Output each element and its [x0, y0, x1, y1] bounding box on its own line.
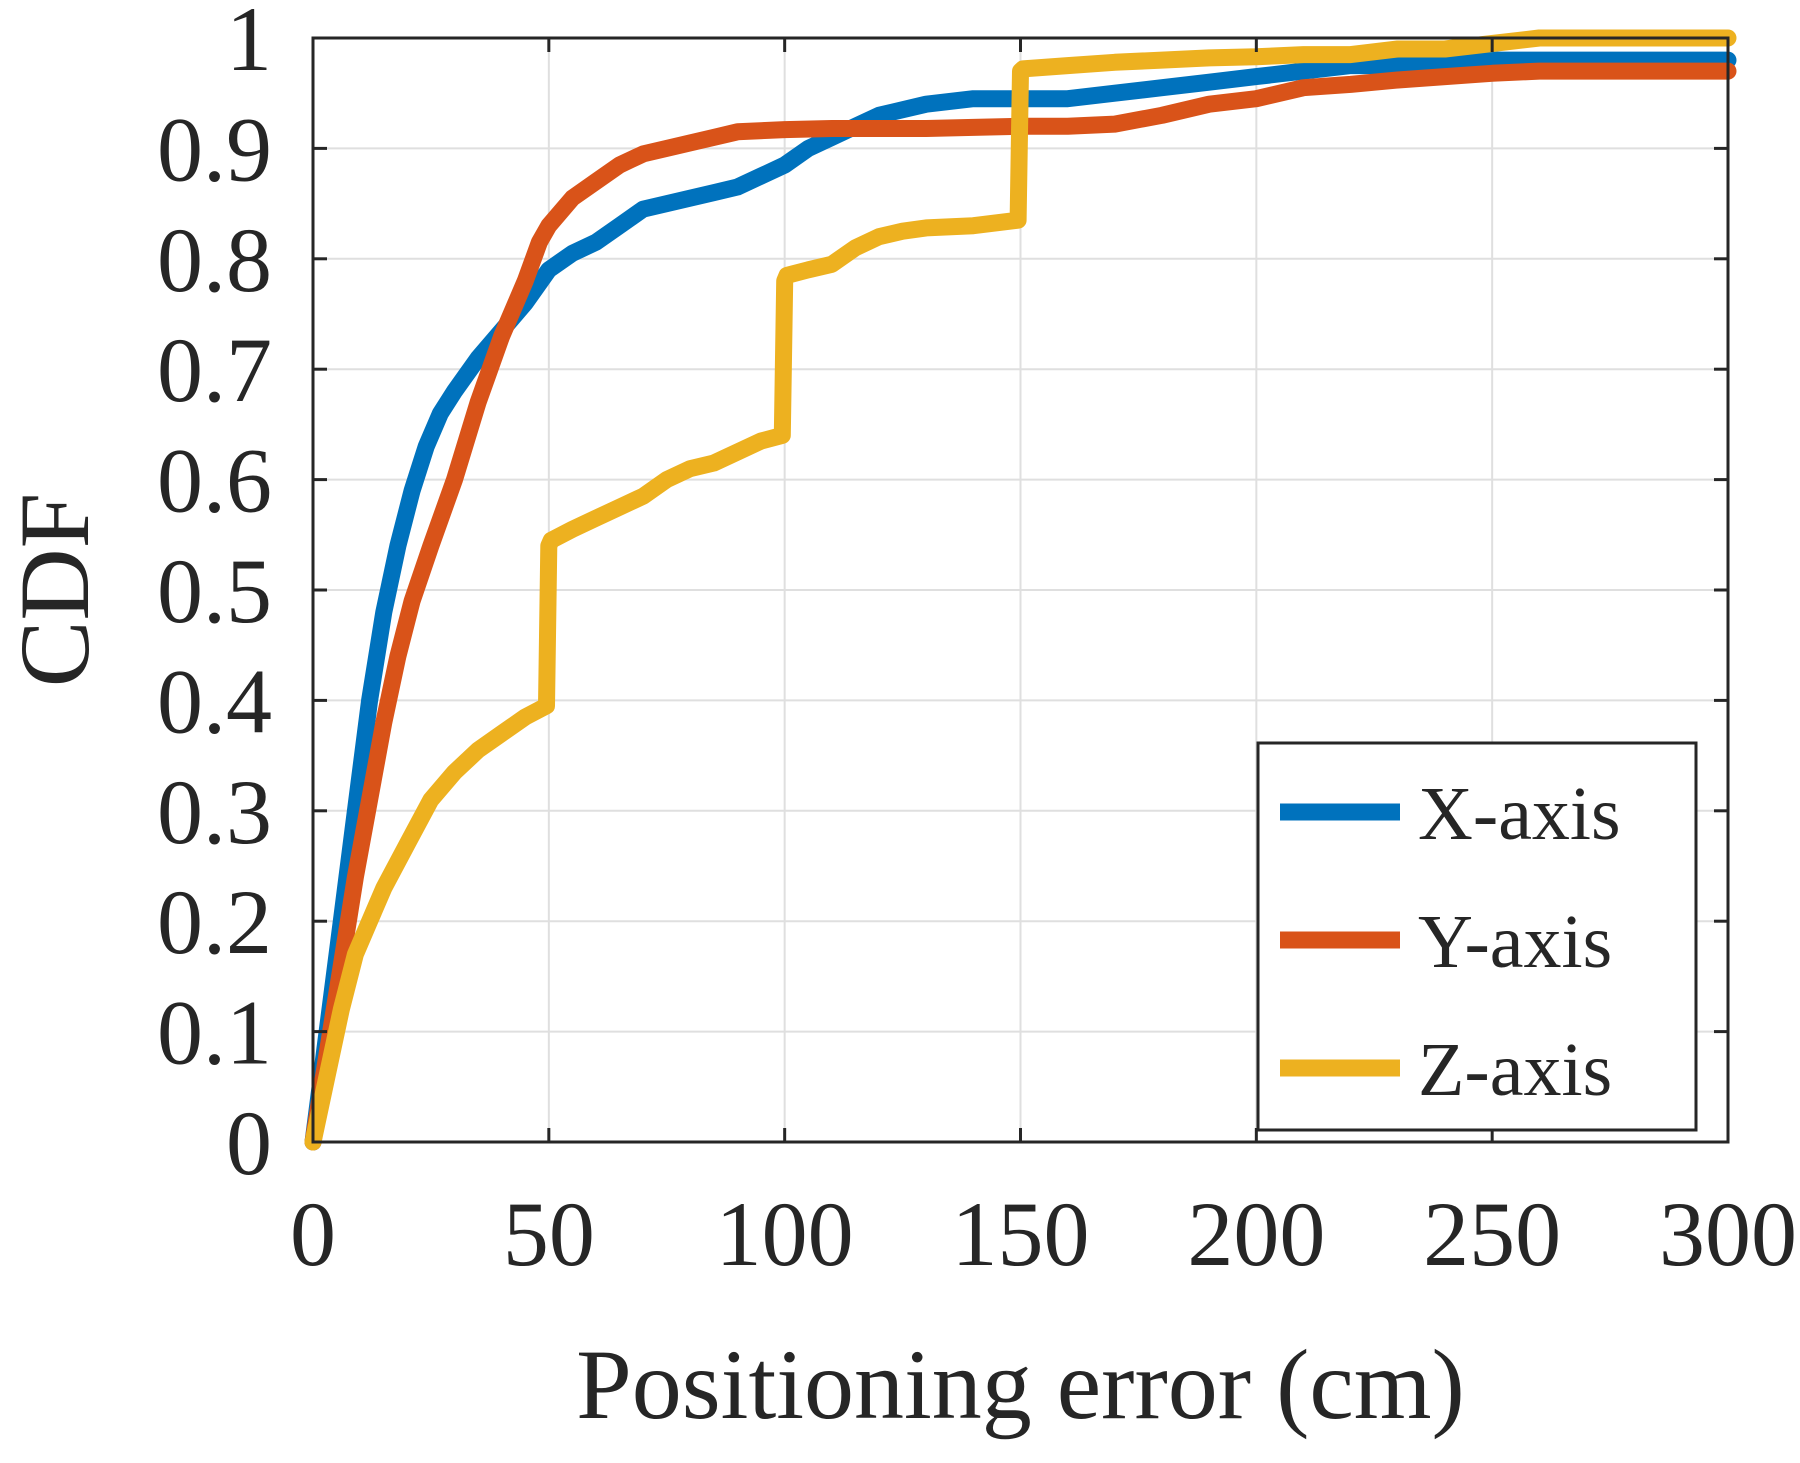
y-tick-label: 0.1: [157, 982, 272, 1084]
y-tick-label: 0.5: [157, 540, 272, 642]
x-tick-label: 250: [1423, 1183, 1561, 1285]
legend-label: X-axis: [1418, 772, 1621, 856]
legend: X-axis Y-axis Z-axis: [1256, 741, 1698, 1132]
series-line-z-axis: [304, 29, 1737, 1151]
y-tick-label: 0.7: [157, 319, 272, 421]
axes: [311, 36, 1730, 1144]
series-lines: [304, 29, 1737, 1151]
y-tick-labels: 00.10.20.30.40.50.60.70.80.91: [157, 0, 272, 1194]
legend-label: Z-axis: [1418, 1028, 1612, 1112]
y-tick-label: 1: [226, 0, 272, 90]
x-tick-label: 50: [503, 1183, 595, 1285]
x-axis-label: Positioning error (cm): [576, 1329, 1465, 1440]
x-tick-labels: 0 50 100 150 200 250 300: [290, 1183, 1797, 1285]
y-tick-label: 0: [226, 1092, 272, 1194]
y-tick-label: 0.9: [157, 98, 272, 200]
y-tick-label: 0.4: [157, 650, 272, 752]
x-tick-label: 300: [1659, 1183, 1797, 1285]
y-tick-label: 0.2: [157, 871, 272, 973]
x-tick-label: 100: [716, 1183, 854, 1285]
x-tick-label: 150: [952, 1183, 1090, 1285]
y-tick-label: 0.3: [157, 761, 272, 863]
legend-label: Y-axis: [1418, 900, 1612, 984]
series-line-y-axis: [304, 62, 1737, 1151]
y-tick-label: 0.6: [157, 430, 272, 532]
plot-area-border: [311, 36, 1730, 1144]
y-tick-label: 0.8: [157, 209, 272, 311]
series-line-x-axis: [304, 51, 1737, 1151]
x-tick-label: 200: [1187, 1183, 1325, 1285]
x-tick-label: 0: [290, 1183, 336, 1285]
y-axis-label: CDF: [0, 493, 110, 688]
